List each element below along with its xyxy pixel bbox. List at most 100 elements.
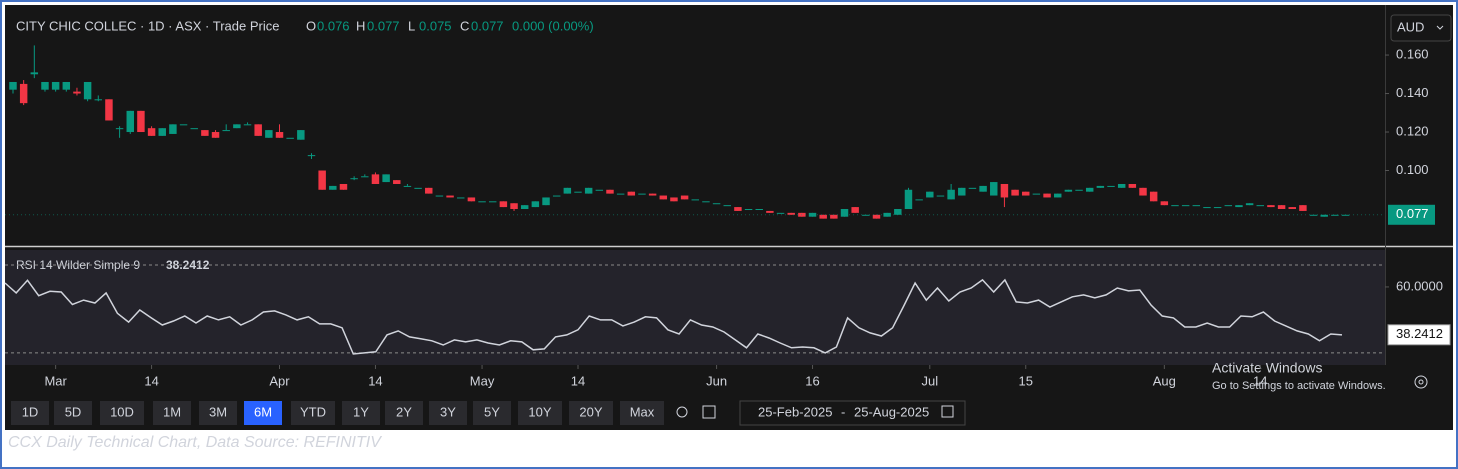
timeframe-button[interactable]: [100, 401, 144, 425]
y-tick-label: 0.120: [1396, 123, 1429, 138]
candle-body: [1032, 193, 1041, 195]
candle-body: [1085, 187, 1094, 192]
candle-body: [755, 209, 763, 211]
timeframe-label[interactable]: 1Y: [353, 404, 369, 419]
candle-body: [968, 187, 977, 189]
timeframe-button[interactable]: [385, 401, 423, 425]
candle-body: [723, 205, 731, 207]
candle-body: [510, 203, 518, 210]
ohlc-label: H: [356, 18, 365, 33]
candle-body: [1149, 191, 1158, 202]
candle-body: [403, 185, 412, 187]
timeframe-label[interactable]: 5Y: [484, 404, 500, 419]
candle-body: [990, 182, 998, 196]
settings-core[interactable]: [1418, 379, 1424, 385]
candle-body: [776, 212, 785, 214]
x-tick-label: 14: [571, 373, 585, 388]
candle-body: [51, 81, 60, 90]
rsi-pane: [5, 250, 1385, 365]
date-to[interactable]: 25-Aug-2025: [854, 404, 929, 419]
candle-body: [979, 185, 987, 192]
timeframe-button[interactable]: [569, 401, 613, 425]
candle-body: [1299, 205, 1307, 211]
rsi-badge-label: 38.2412: [1396, 326, 1443, 341]
timeframe-button[interactable]: [429, 401, 467, 425]
ohlc-value: 0.076: [317, 18, 350, 33]
currency-selector[interactable]: AUD: [1390, 14, 1452, 42]
candle-body: [926, 191, 934, 198]
candle-body: [552, 195, 561, 197]
candle-body: [115, 128, 124, 130]
table-icon[interactable]: [702, 405, 716, 419]
timeframe-button[interactable]: [473, 401, 511, 425]
candle-body: [958, 187, 966, 196]
timeframe-button[interactable]: [54, 401, 92, 425]
timeframe-button[interactable]: [518, 401, 562, 425]
timeframe-label[interactable]: 3M: [209, 404, 227, 419]
candle-body: [627, 191, 636, 196]
candle-body: [606, 189, 614, 194]
x-tick-label: 15: [1019, 373, 1033, 388]
timeframe-label[interactable]: Max: [630, 404, 655, 419]
candle-body: [275, 132, 284, 138]
candle-body: [297, 130, 305, 140]
candle-body: [1203, 207, 1211, 209]
tool-icons[interactable]: [676, 405, 716, 419]
timeframe-button[interactable]: [199, 401, 237, 425]
candle-body: [1043, 193, 1051, 198]
ohlc-value: 0.077: [367, 18, 400, 33]
currency[interactable]: AUD: [1397, 19, 1424, 34]
candle-body: [808, 212, 817, 217]
candle-body: [744, 209, 753, 211]
calendar-icon[interactable]: [941, 405, 954, 418]
timeframe-label[interactable]: 1M: [163, 404, 181, 419]
timeframe-button[interactable]: [11, 401, 49, 425]
timeframe-label[interactable]: 3Y: [440, 404, 456, 419]
timeframe-label[interactable]: 10D: [110, 404, 134, 419]
x-tick-label: 14: [1253, 373, 1267, 388]
y-tick-label: 0.160: [1396, 46, 1429, 61]
currency-box[interactable]: [1390, 14, 1452, 42]
timeframe-button[interactable]: [153, 401, 191, 425]
candle-body: [520, 205, 529, 210]
rsi-badge: [1387, 324, 1451, 346]
candle-body: [702, 201, 710, 203]
candle-body: [488, 201, 497, 203]
candle-body: [595, 189, 604, 191]
x-tick-label: Jul: [921, 373, 938, 388]
timeframe-button[interactable]: [244, 401, 282, 425]
candle-body: [1256, 205, 1265, 207]
candle-body: [222, 130, 230, 132]
candle-body: [254, 124, 262, 136]
x-tick-label: Jun: [706, 373, 727, 388]
timeframe-button[interactable]: [291, 401, 335, 425]
candle-body: [1267, 205, 1275, 208]
date-from[interactable]: 25-Feb-2025: [758, 404, 832, 419]
candle-body: [318, 170, 326, 190]
settings-ring[interactable]: [1414, 375, 1428, 389]
timeframe-label[interactable]: 6M: [254, 404, 272, 419]
y-tick-label: 0.100: [1396, 162, 1429, 177]
candle-body: [1235, 205, 1243, 208]
timeframe-label[interactable]: 1D: [22, 404, 39, 419]
timeframe-label[interactable]: YTD: [300, 404, 326, 419]
candle-body: [19, 83, 28, 104]
gear-icon[interactable]: [676, 406, 688, 418]
x-tick-label: 14: [368, 373, 382, 388]
candle-body: [616, 193, 625, 195]
candle-body: [233, 124, 241, 129]
date-range-box[interactable]: [739, 400, 966, 426]
timeframe-button[interactable]: [342, 401, 380, 425]
candle-body: [1139, 187, 1147, 196]
settings-icon[interactable]: [1414, 375, 1428, 389]
timeframe-label[interactable]: 10Y: [528, 404, 551, 419]
timeframe-label[interactable]: 2Y: [396, 404, 412, 419]
timeframe-button[interactable]: [620, 401, 664, 425]
candle-body: [414, 187, 422, 189]
candle-body: [1053, 193, 1062, 198]
timeframe-label[interactable]: 5D: [65, 404, 82, 419]
candle-body: [73, 91, 81, 94]
candle-body: [1117, 183, 1126, 188]
timeframe-label[interactable]: 20Y: [579, 404, 602, 419]
candle-body: [638, 193, 646, 195]
